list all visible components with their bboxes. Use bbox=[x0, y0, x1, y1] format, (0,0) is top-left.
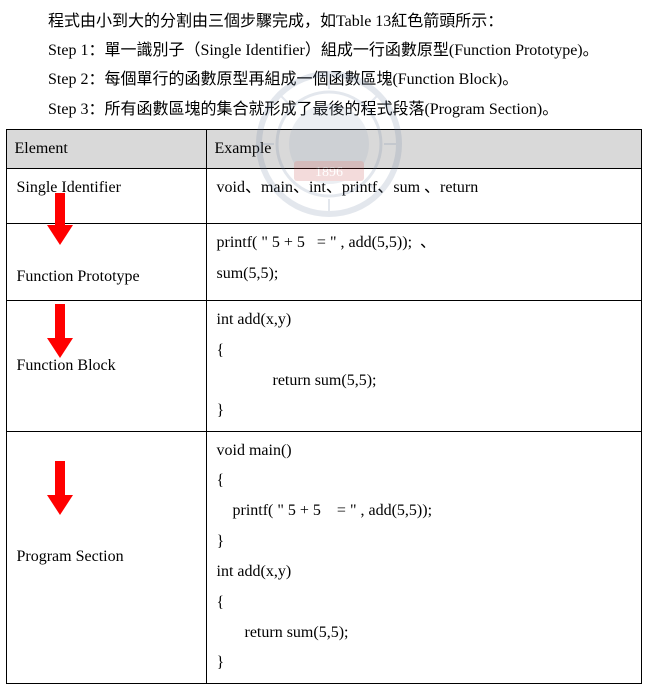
element-label: Program Section bbox=[17, 542, 124, 572]
intro-line: 程式由小到大的分割由三個步驟完成，如Table 13紅色箭頭所示： bbox=[48, 8, 633, 35]
cell-example: int add(x,y) { return sum(5,5); } bbox=[206, 301, 641, 432]
cell-element: Program Section bbox=[6, 431, 206, 683]
element-label: Function Block bbox=[17, 351, 116, 381]
table-row: Function Block int add(x,y) { return sum… bbox=[6, 301, 641, 432]
cell-element: Function Prototype bbox=[6, 224, 206, 301]
table-header-row: Element Example bbox=[6, 129, 641, 168]
cell-element: Single Identifier bbox=[6, 169, 206, 224]
cell-element: Function Block bbox=[6, 301, 206, 432]
cell-example: void main() { printf( " 5 + 5 = " , add(… bbox=[206, 431, 641, 683]
header-example: Example bbox=[206, 129, 641, 168]
step-2: Step 2：每個單行的函數原型再組成一個函數區塊(Function Block… bbox=[48, 66, 633, 93]
table-row: Program Section void main() { printf( " … bbox=[6, 431, 641, 683]
header-element: Element bbox=[6, 129, 206, 168]
cell-example: printf( " 5 + 5 = " , add(5,5)); 、 sum(5… bbox=[206, 224, 641, 301]
element-label: Function Prototype bbox=[17, 262, 140, 292]
cell-example: void、main、int、printf、sum 、return bbox=[206, 169, 641, 224]
table-row: Function Prototype printf( " 5 + 5 = " ,… bbox=[6, 224, 641, 301]
step-1: Step 1：單一識別子（Single Identifier）組成一行函數原型(… bbox=[48, 37, 633, 64]
step-3: Step 3：所有函數區塊的集合就形成了最後的程式段落(Program Sect… bbox=[48, 96, 633, 123]
page: 程式由小到大的分割由三個步驟完成，如Table 13紅色箭頭所示： Step 1… bbox=[0, 0, 647, 684]
table-row: Single Identifier void、main、int、printf、s… bbox=[6, 169, 641, 224]
